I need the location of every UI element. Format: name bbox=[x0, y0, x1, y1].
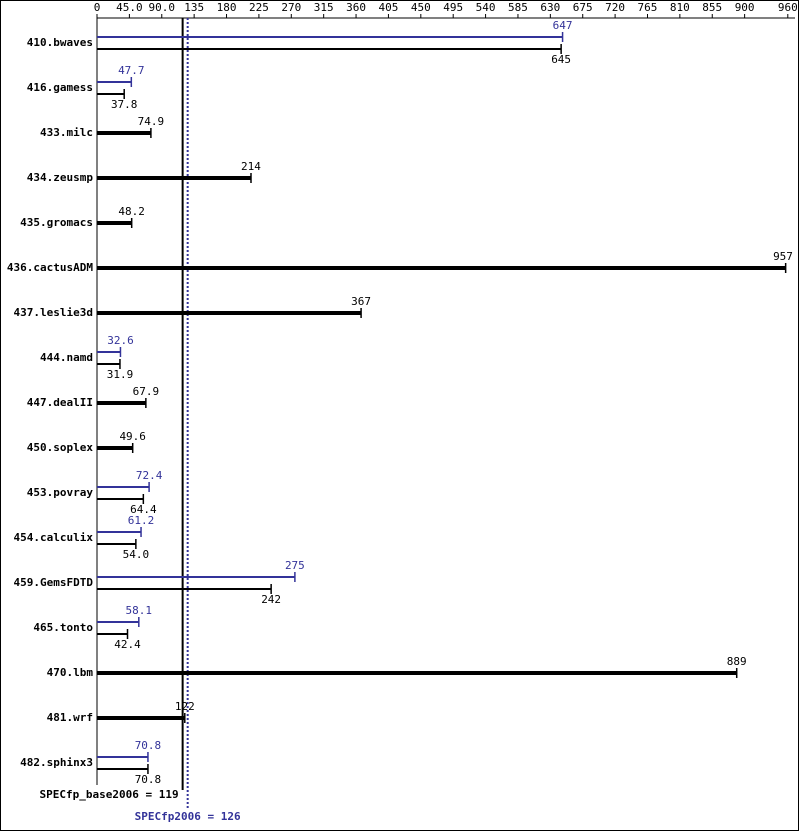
value-label: 242 bbox=[261, 593, 281, 606]
category-label: 454.calculix bbox=[14, 531, 94, 544]
value-label: 31.9 bbox=[107, 368, 134, 381]
category-label: 482.sphinx3 bbox=[20, 756, 93, 769]
x-tick-label: 675 bbox=[573, 1, 593, 14]
value-label: 49.6 bbox=[119, 430, 146, 443]
x-tick-label: 585 bbox=[508, 1, 528, 14]
category-label: 437.leslie3d bbox=[14, 306, 93, 319]
x-tick-label: 90.0 bbox=[149, 1, 176, 14]
reference-label: SPECfp_base2006 = 119 bbox=[40, 788, 179, 801]
value-label: 32.6 bbox=[107, 334, 134, 347]
x-tick-label: 45.0 bbox=[116, 1, 143, 14]
category-label: 447.dealII bbox=[27, 396, 93, 409]
x-tick-label: 360 bbox=[346, 1, 366, 14]
category-label: 459.GemsFDTD bbox=[14, 576, 94, 589]
x-tick-label: 405 bbox=[378, 1, 398, 14]
value-label: 214 bbox=[241, 160, 261, 173]
x-tick-label: 225 bbox=[249, 1, 269, 14]
category-label: 444.namd bbox=[40, 351, 93, 364]
category-label: 453.povray bbox=[27, 486, 94, 499]
value-label: 72.4 bbox=[136, 469, 163, 482]
category-label: 481.wrf bbox=[47, 711, 93, 724]
value-label: 61.2 bbox=[128, 514, 155, 527]
value-label: 122 bbox=[175, 700, 195, 713]
reference-label: SPECfp2006 = 126 bbox=[135, 810, 241, 823]
category-label: 410.bwaves bbox=[27, 36, 93, 49]
x-tick-label: 900 bbox=[735, 1, 755, 14]
value-label: 275 bbox=[285, 559, 305, 572]
value-label: 647 bbox=[553, 19, 573, 32]
value-label: 889 bbox=[727, 655, 747, 668]
x-tick-label: 135 bbox=[184, 1, 204, 14]
value-label: 47.7 bbox=[118, 64, 145, 77]
x-tick-label: 960 bbox=[778, 1, 798, 14]
value-label: 37.8 bbox=[111, 98, 138, 111]
x-tick-label: 855 bbox=[702, 1, 722, 14]
value-label: 48.2 bbox=[118, 205, 145, 218]
category-label: 470.lbm bbox=[47, 666, 94, 679]
x-tick-label: 495 bbox=[443, 1, 463, 14]
category-label: 450.soplex bbox=[27, 441, 94, 454]
category-label: 434.zeusmp bbox=[27, 171, 94, 184]
value-label: 957 bbox=[773, 250, 793, 263]
x-tick-label: 315 bbox=[314, 1, 334, 14]
value-label: 74.9 bbox=[138, 115, 165, 128]
x-tick-label: 450 bbox=[411, 1, 431, 14]
x-tick-label: 540 bbox=[476, 1, 496, 14]
x-tick-label: 270 bbox=[281, 1, 301, 14]
value-label: 645 bbox=[551, 53, 571, 66]
value-label: 42.4 bbox=[114, 638, 141, 651]
value-label: 54.0 bbox=[123, 548, 150, 561]
value-label: 58.1 bbox=[126, 604, 153, 617]
x-tick-label: 720 bbox=[605, 1, 625, 14]
value-label: 67.9 bbox=[133, 385, 160, 398]
category-label: 416.gamess bbox=[27, 81, 93, 94]
category-label: 435.gromacs bbox=[20, 216, 93, 229]
category-label: 465.tonto bbox=[33, 621, 93, 634]
value-label: 64.4 bbox=[130, 503, 157, 516]
x-tick-label: 180 bbox=[217, 1, 237, 14]
x-tick-label: 0 bbox=[94, 1, 101, 14]
value-label: 367 bbox=[351, 295, 371, 308]
x-tick-label: 810 bbox=[670, 1, 690, 14]
category-label: 436.cactusADM bbox=[7, 261, 93, 274]
category-label: 433.milc bbox=[40, 126, 93, 139]
x-tick-label: 765 bbox=[638, 1, 658, 14]
value-label: 70.8 bbox=[135, 739, 162, 752]
value-label: 70.8 bbox=[135, 773, 162, 786]
x-tick-label: 630 bbox=[540, 1, 560, 14]
